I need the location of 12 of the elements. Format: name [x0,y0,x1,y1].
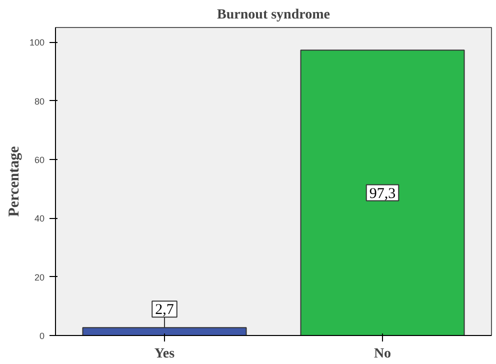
data-label: 2,7 [155,302,174,318]
data-label: 97,3 [369,186,396,202]
y-axis-title: Percentage [6,146,22,217]
y-tick-label: 40 [34,214,45,224]
y-tick-label: 80 [34,96,45,106]
x-tick-label: No [374,346,392,362]
y-tick-label: 60 [34,155,45,165]
y-tick-label: 100 [29,38,45,48]
y-tick-label: 20 [34,272,45,282]
y-tick-label: 0 [39,331,45,341]
x-tick-label: Yes [154,346,176,362]
chart-title: Burnout syndrome [217,8,330,22]
